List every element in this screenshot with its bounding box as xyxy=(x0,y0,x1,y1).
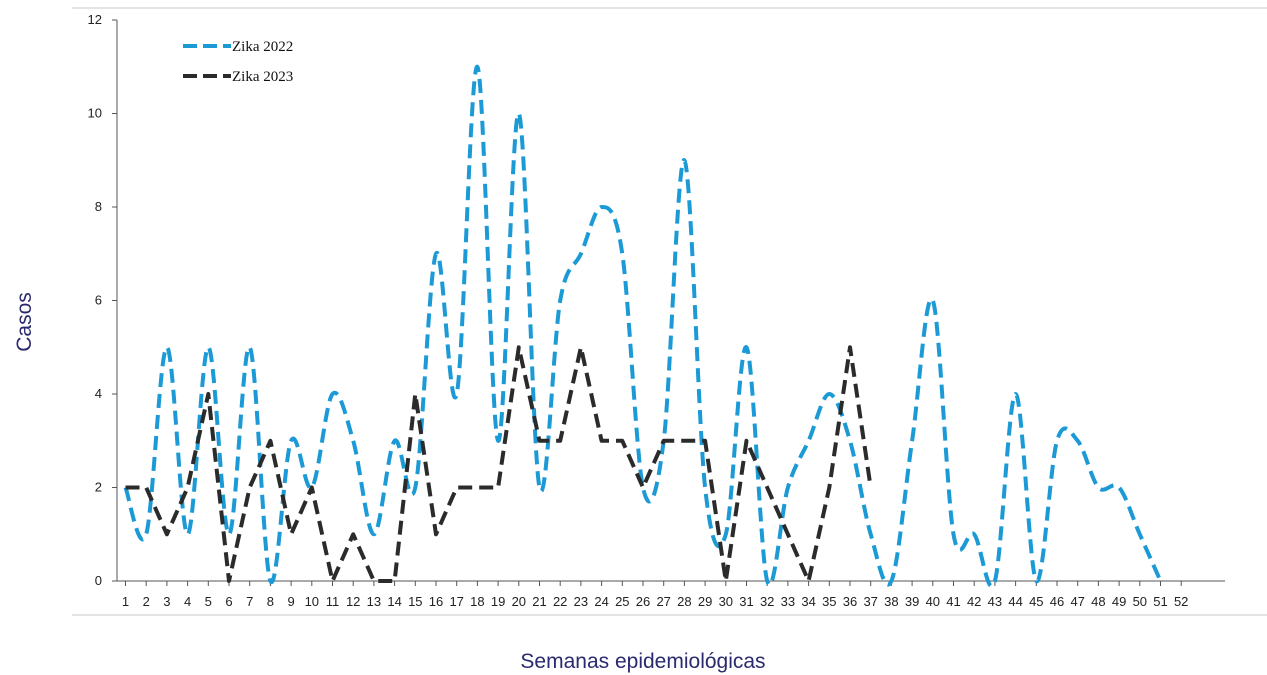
x-tick-label: 1 xyxy=(122,594,129,609)
x-tick-label: 37 xyxy=(863,594,877,609)
y-tick-label: 4 xyxy=(95,386,102,401)
x-tick-label: 32 xyxy=(760,594,774,609)
x-tick-label: 22 xyxy=(553,594,567,609)
x-tick-label: 6 xyxy=(225,594,232,609)
legend-label: Zika 2022 xyxy=(232,39,293,55)
x-tick-label: 42 xyxy=(967,594,981,609)
x-tick-label: 29 xyxy=(698,594,712,609)
y-axis-ticks: 0 2 4 6 8 10 12 xyxy=(88,12,117,588)
x-tick-label: 31 xyxy=(739,594,753,609)
x-tick-label: 10 xyxy=(305,594,319,609)
x-tick-label: 40 xyxy=(926,594,940,609)
x-tick-label: 18 xyxy=(470,594,484,609)
x-tick-label: 46 xyxy=(1050,594,1064,609)
x-tick-label: 24 xyxy=(594,594,608,609)
x-tick-label: 48 xyxy=(1091,594,1105,609)
x-tick-label: 44 xyxy=(1008,594,1022,609)
y-tick-label: 8 xyxy=(95,199,102,214)
x-tick-label: 52 xyxy=(1174,594,1188,609)
y-tick-label: 12 xyxy=(88,12,102,27)
x-tick-label: 51 xyxy=(1153,594,1167,609)
x-tick-label: 28 xyxy=(677,594,691,609)
x-tick-label: 26 xyxy=(636,594,650,609)
x-tick-label: 2 xyxy=(143,594,150,609)
series-layer xyxy=(123,64,1163,588)
x-axis-title: Semanas epidemiológicas xyxy=(520,650,765,673)
series-line-zika-2023 xyxy=(125,345,873,583)
legend-label: Zika 2023 xyxy=(232,69,293,85)
x-tick-label: 9 xyxy=(287,594,294,609)
x-tick-label: 4 xyxy=(184,594,191,609)
x-tick-label: 13 xyxy=(367,594,381,609)
x-tick-label: 34 xyxy=(801,594,815,609)
x-tick-label: 27 xyxy=(656,594,670,609)
x-tick-label: 49 xyxy=(1112,594,1126,609)
x-tick-label: 3 xyxy=(163,594,170,609)
x-tick-label: 33 xyxy=(781,594,795,609)
x-tick-label: 11 xyxy=(326,594,340,609)
x-tick-label: 35 xyxy=(822,594,836,609)
x-tick-label: 7 xyxy=(246,594,253,609)
x-tick-label: 41 xyxy=(946,594,960,609)
x-tick-label: 8 xyxy=(267,594,274,609)
x-tick-label: 17 xyxy=(449,594,463,609)
x-tick-label: 12 xyxy=(346,594,360,609)
x-tick-label: 43 xyxy=(988,594,1002,609)
x-tick-label: 30 xyxy=(719,594,733,609)
x-axis-ticks: 1 2 3 4 5 6 7 8 9 10 11 12 13 14 15 16 17 18 19 20 21 22 23 24 2… xyxy=(122,581,1188,609)
x-tick-label: 38 xyxy=(884,594,898,609)
y-tick-label: 2 xyxy=(95,480,102,495)
x-tick-label: 45 xyxy=(1029,594,1043,609)
y-tick-label: 6 xyxy=(95,293,102,308)
x-tick-label: 36 xyxy=(843,594,857,609)
x-tick-label: 14 xyxy=(387,594,401,609)
y-tick-label: 10 xyxy=(88,106,102,121)
y-axis-title: Casos xyxy=(13,292,36,352)
x-tick-label: 23 xyxy=(574,594,588,609)
x-tick-label: 47 xyxy=(1070,594,1084,609)
x-tick-label: 20 xyxy=(512,594,526,609)
x-tick-label: 50 xyxy=(1133,594,1147,609)
x-tick-label: 15 xyxy=(408,594,422,609)
x-tick-label: 39 xyxy=(905,594,919,609)
legend: Zika 2022 Zika 2023 xyxy=(183,39,293,85)
y-tick-label: 0 xyxy=(95,573,102,588)
series-line-zika-2022 xyxy=(123,64,1163,588)
x-tick-label: 21 xyxy=(532,594,546,609)
x-tick-label: 5 xyxy=(205,594,212,609)
x-tick-label: 25 xyxy=(615,594,629,609)
x-tick-label: 19 xyxy=(491,594,505,609)
x-tick-label: 16 xyxy=(429,594,443,609)
